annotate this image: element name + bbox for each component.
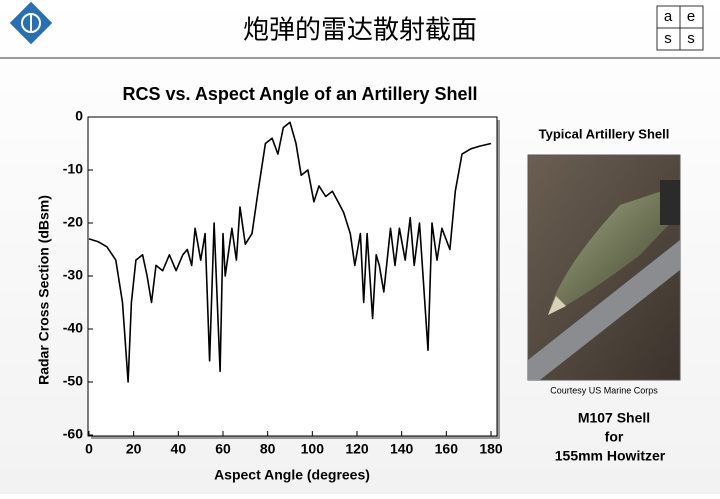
logo-letter: s [687, 30, 695, 47]
plot-area [87, 116, 498, 437]
logo-letter: e [687, 8, 695, 25]
photo-caption: Typical Artillery Shell [539, 126, 670, 141]
x-tick-label: 80 [260, 441, 276, 457]
y-tick-label: -60 [63, 426, 83, 442]
shell-photo [527, 154, 681, 381]
rcs-line [88, 121, 492, 383]
x-tick-label: 100 [301, 441, 325, 457]
shell-line: 155mm Howitzer [555, 448, 666, 464]
y-tick-label: -40 [63, 320, 83, 336]
left-logo [9, 1, 53, 45]
right-logo: a e s s [656, 5, 704, 51]
y-tick-label: 0 [75, 108, 83, 124]
y-axis-label: Radar Cross Section (dBsm) [36, 195, 52, 385]
x-tick-label: 60 [215, 441, 231, 457]
x-tick-label: 140 [390, 441, 414, 457]
x-tick-label: 0 [85, 441, 93, 457]
y-tick-label: -10 [63, 161, 83, 177]
y-tick-label: -30 [63, 267, 83, 283]
x-tick-label: 40 [171, 441, 187, 457]
y-tick-label: -50 [63, 373, 83, 389]
y-tick-label: -20 [63, 214, 83, 230]
slide-title: 炮弹的雷达散射截面 [243, 16, 477, 46]
logo-letter: a [664, 8, 673, 25]
chart-title: RCS vs. Aspect Angle of an Artillery She… [122, 84, 477, 104]
shell-line: M107 Shell [578, 410, 650, 426]
x-tick-label: 160 [435, 441, 459, 457]
logo-letter: s [664, 30, 672, 47]
x-axis-label: Aspect Angle (degrees) [214, 467, 370, 483]
x-tick-label: 120 [345, 441, 369, 457]
x-tick-label: 180 [479, 441, 503, 457]
shell-line: for [605, 429, 624, 445]
photo-credit: Courtesy US Marine Corps [550, 385, 658, 395]
x-tick-label: 20 [126, 441, 142, 457]
